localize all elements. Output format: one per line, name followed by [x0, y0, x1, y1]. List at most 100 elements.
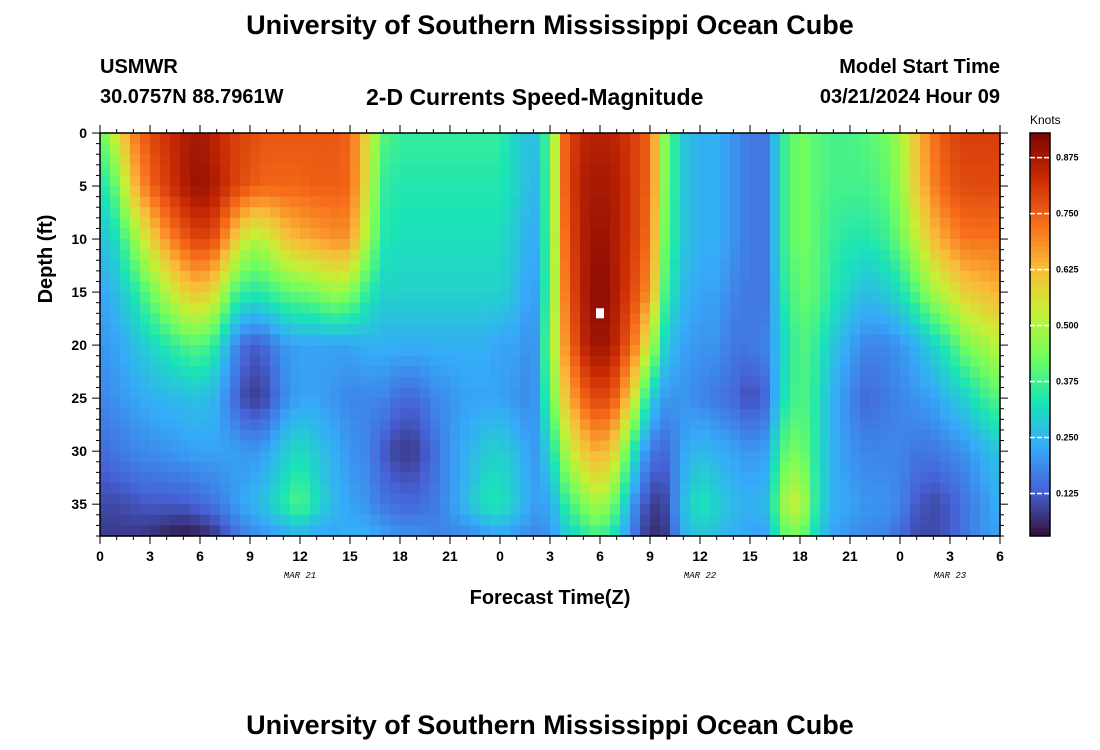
- heatmap-cell: [160, 451, 171, 463]
- heatmap-cell: [840, 334, 851, 346]
- heatmap-cell: [200, 334, 211, 346]
- heatmap-cell: [250, 419, 261, 431]
- heatmap-cell: [870, 461, 881, 473]
- heatmap-cell: [560, 355, 571, 367]
- heatmap-cell: [100, 207, 111, 219]
- heatmap-cell: [490, 514, 501, 526]
- heatmap-cell: [990, 451, 1001, 463]
- heatmap-cell: [200, 451, 211, 463]
- heatmap-cell: [780, 228, 791, 240]
- heatmap-cell: [660, 504, 671, 516]
- heatmap-cell: [280, 472, 291, 484]
- heatmap-cell: [750, 419, 761, 431]
- heatmap-cell: [630, 408, 641, 420]
- heatmap-cell: [120, 472, 131, 484]
- heatmap-cell: [680, 313, 691, 325]
- heatmap-cell: [800, 376, 811, 389]
- heatmap-cell: [190, 207, 201, 219]
- heatmap-cell: [240, 504, 251, 516]
- heatmap-cell: [480, 249, 491, 261]
- heatmap-cell: [510, 525, 521, 537]
- heatmap-cell: [380, 461, 391, 473]
- heatmap-cell: [400, 504, 411, 516]
- heatmap-cell: [840, 228, 851, 240]
- heatmap-cell: [560, 292, 571, 304]
- heatmap-cell: [490, 504, 501, 516]
- heatmap-cell: [130, 419, 141, 431]
- heatmap-cell: [510, 133, 521, 145]
- heatmap-cell: [390, 164, 401, 177]
- heatmap-cell: [950, 270, 961, 283]
- heatmap-cell: [500, 281, 511, 293]
- heatmap-cell: [230, 482, 241, 495]
- heatmap-cell: [200, 292, 211, 304]
- heatmap-cell: [340, 429, 351, 442]
- heatmap-cell: [630, 143, 641, 155]
- heatmap-cell: [590, 345, 601, 357]
- heatmap-cell: [590, 387, 601, 399]
- colorbar-swatch: [1030, 495, 1050, 501]
- heatmap-cell: [650, 292, 661, 304]
- heatmap-cell: [190, 398, 201, 410]
- heatmap-cell: [830, 292, 841, 304]
- heatmap-cell: [760, 175, 771, 187]
- heatmap-cell: [660, 419, 671, 431]
- heatmap-cell: [880, 228, 891, 240]
- heatmap-cell: [420, 143, 431, 155]
- heatmap-cell: [250, 408, 261, 420]
- heatmap-cell: [680, 429, 691, 442]
- heatmap-cell: [620, 302, 631, 314]
- heatmap-cell: [290, 270, 301, 283]
- heatmap-cell: [900, 366, 911, 378]
- heatmap-cell: [280, 207, 291, 219]
- heatmap-cell: [530, 133, 541, 145]
- heatmap-cell: [970, 281, 981, 293]
- heatmap-cell: [620, 482, 631, 495]
- heatmap-cell: [430, 345, 441, 357]
- heatmap-cell: [200, 429, 211, 442]
- heatmap-cell: [290, 525, 301, 537]
- heatmap-cell: [870, 408, 881, 420]
- heatmap-cell: [700, 302, 711, 314]
- heatmap-cell: [610, 143, 621, 155]
- heatmap-cell: [550, 260, 561, 272]
- heatmap-cell: [630, 323, 641, 336]
- heatmap-cell: [890, 482, 901, 495]
- heatmap-cell: [550, 334, 561, 346]
- heatmap-cell: [880, 323, 891, 336]
- heatmap-cell: [810, 472, 821, 484]
- heatmap-cell: [730, 440, 741, 452]
- heatmap-cell: [670, 482, 681, 495]
- heatmap-cell: [360, 504, 371, 516]
- heatmap-cell: [280, 408, 291, 420]
- heatmap-cell: [890, 164, 901, 177]
- heatmap-cell: [280, 292, 291, 304]
- heatmap-cell: [830, 366, 841, 378]
- heatmap-cell: [970, 323, 981, 336]
- heatmap-cell: [420, 228, 431, 240]
- heatmap-cell: [830, 419, 841, 431]
- heatmap-cell: [580, 281, 591, 293]
- heatmap-cell: [160, 133, 171, 145]
- heatmap-cell: [670, 504, 681, 516]
- heatmap-cell: [540, 217, 551, 230]
- heatmap-cell: [100, 440, 111, 452]
- heatmap-cell: [100, 228, 111, 240]
- heatmap-cell: [180, 408, 191, 420]
- heatmap-cell: [570, 281, 581, 293]
- heatmap-cell: [190, 482, 201, 495]
- colorbar-swatch: [1030, 507, 1050, 513]
- heatmap-cell: [170, 270, 181, 283]
- heatmap-cell: [820, 196, 831, 208]
- heatmap-cell: [690, 292, 701, 304]
- heatmap-cell: [350, 207, 361, 219]
- heatmap-cell: [360, 376, 371, 389]
- heatmap-cell: [460, 472, 471, 484]
- heatmap-cell: [540, 525, 551, 537]
- heatmap-cell: [570, 175, 581, 187]
- heatmap-cell: [570, 461, 581, 473]
- heatmap-cell: [470, 482, 481, 495]
- heatmap-cell: [540, 228, 551, 240]
- heatmap-cell: [640, 514, 651, 526]
- heatmap-cell: [980, 313, 991, 325]
